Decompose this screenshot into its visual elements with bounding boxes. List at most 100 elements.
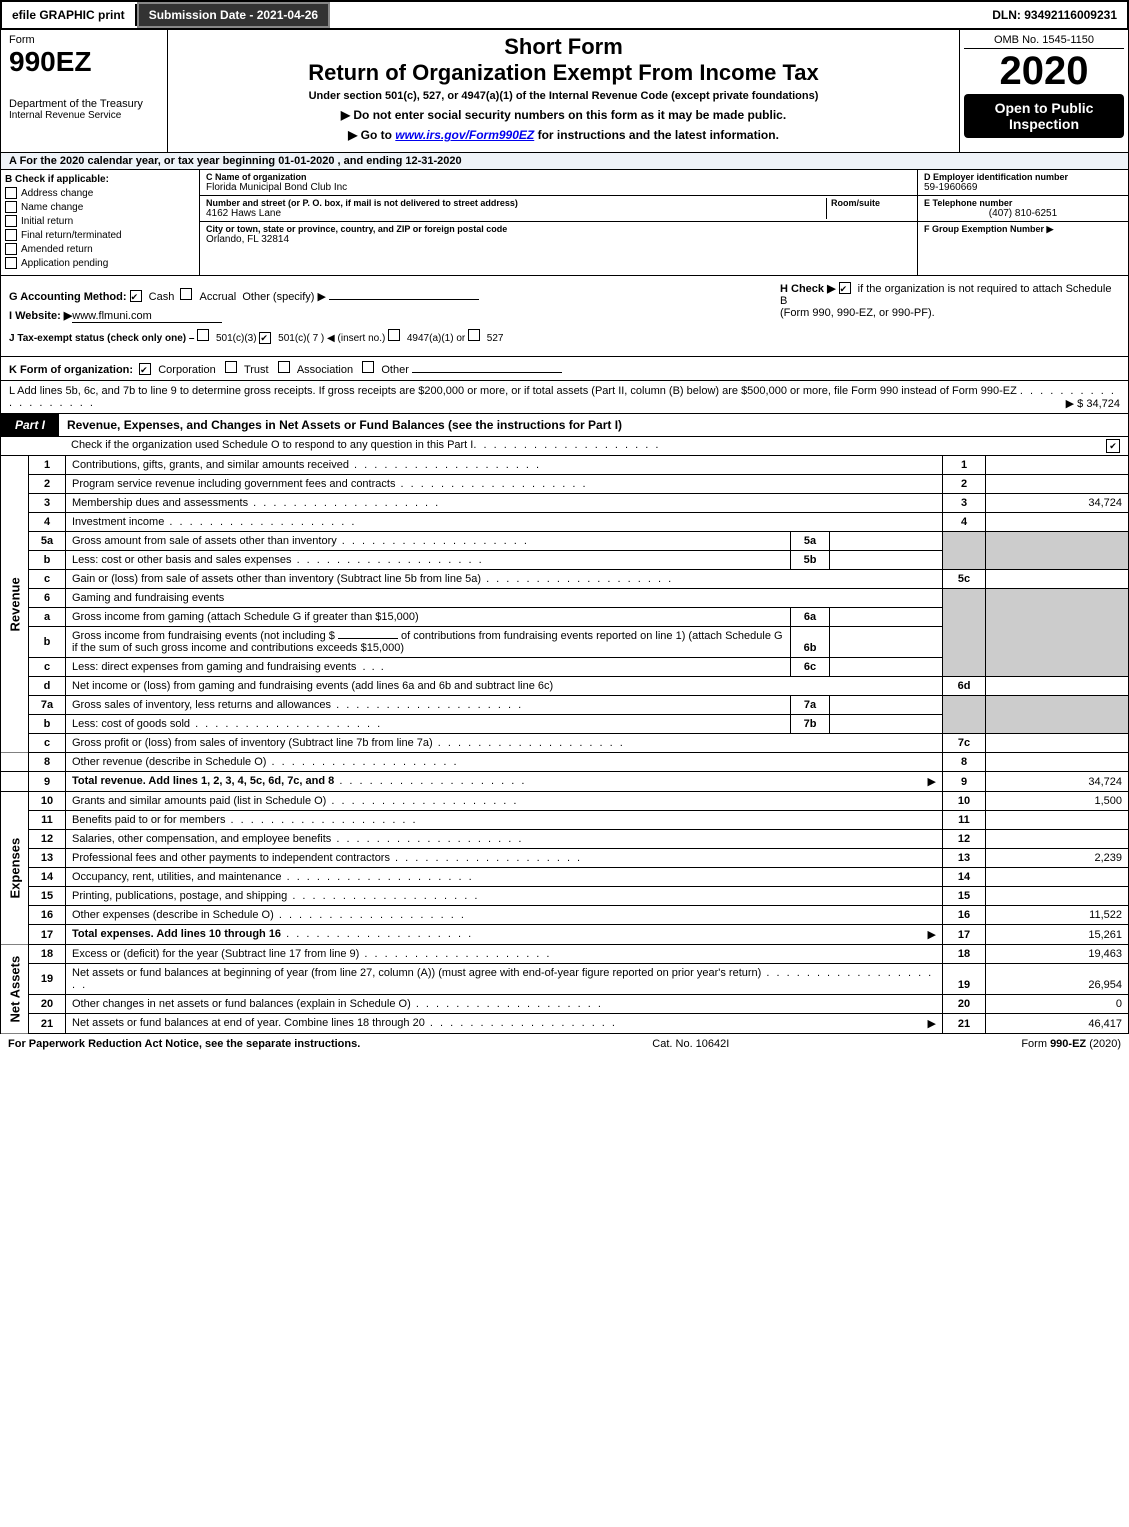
check-association[interactable] (278, 361, 290, 373)
check-cash[interactable] (130, 290, 142, 302)
group-label: F Group Exemption Number ▶ (924, 224, 1122, 235)
line-num: c (29, 570, 66, 589)
sub-num: 7b (791, 715, 830, 734)
line-text: Grants and similar amounts paid (list in… (66, 792, 943, 811)
table-row: 17 Total expenses. Add lines 10 through … (1, 925, 1129, 945)
check-schedule-o[interactable] (1106, 439, 1120, 453)
check-501c[interactable] (259, 332, 271, 344)
table-row: 5a Gross amount from sale of assets othe… (1, 532, 1129, 551)
table-row: 8 Other revenue (describe in Schedule O)… (1, 753, 1129, 772)
instruction-1: ▶ Do not enter social security numbers o… (176, 108, 951, 122)
check-initial-return[interactable]: Initial return (5, 215, 195, 227)
line-amount: 46,417 (986, 1014, 1129, 1034)
sub-amount (830, 658, 943, 677)
j-label: J Tax-exempt status (check only one) – (9, 333, 194, 344)
line-amount: 34,724 (986, 772, 1129, 792)
line-text: Net assets or fund balances at end of ye… (66, 1014, 943, 1034)
check-name-change[interactable]: Name change (5, 201, 195, 213)
check-amended-return[interactable]: Amended return (5, 243, 195, 255)
sub-amount (830, 608, 943, 627)
check-h[interactable] (839, 282, 851, 294)
line-g: G Accounting Method: Cash Accrual Other … (9, 288, 750, 303)
line-text: Gross income from fundraising events (no… (66, 627, 791, 658)
check-application-pending[interactable]: Application pending (5, 257, 195, 269)
line-ref: 13 (943, 849, 986, 868)
check-527[interactable] (468, 329, 480, 341)
line-num: 20 (29, 995, 66, 1014)
check-corporation[interactable] (139, 363, 151, 375)
ein-value: 59-1960669 (924, 182, 1122, 193)
line-ref: 2 (943, 475, 986, 494)
city-value: Orlando, FL 32814 (206, 234, 911, 245)
submission-date-button[interactable]: Submission Date - 2021-04-26 (137, 2, 330, 28)
header-center: Short Form Return of Organization Exempt… (168, 30, 960, 152)
line-ref: 10 (943, 792, 986, 811)
line-text: Gross sales of inventory, less returns a… (66, 696, 791, 715)
expenses-table: Expenses 10 Grants and similar amounts p… (0, 792, 1129, 945)
header-left: Form 990EZ Department of the Treasury In… (1, 30, 168, 152)
grey-cell (943, 696, 986, 734)
check-accrual[interactable] (180, 288, 192, 300)
l-text: L Add lines 5b, 6c, and 7b to line 9 to … (9, 385, 1017, 397)
line-amount (986, 830, 1129, 849)
efile-button[interactable]: efile GRAPHIC print (2, 4, 137, 26)
revenue-table: Revenue 1 Contributions, gifts, grants, … (0, 456, 1129, 792)
k-other-field[interactable] (412, 372, 562, 373)
line-num: 14 (29, 868, 66, 887)
arrow-icon: ▶ (928, 775, 936, 788)
org-name-value: Florida Municipal Bond Club Inc (206, 182, 911, 193)
j-opt-2: 501(c)( 7 ) ◀ (insert no.) (278, 333, 385, 344)
line-ref: 8 (943, 753, 986, 772)
top-bar-left: efile GRAPHIC print Submission Date - 20… (2, 2, 330, 28)
org-name-cell: C Name of organization Florida Municipal… (200, 170, 917, 196)
check-final-return[interactable]: Final return/terminated (5, 229, 195, 241)
check-501c3[interactable] (197, 329, 209, 341)
street-value: 4162 Haws Lane (206, 208, 826, 219)
line-ref: 3 (943, 494, 986, 513)
check-4947[interactable] (388, 329, 400, 341)
line-amount: 11,522 (986, 906, 1129, 925)
footer-center: Cat. No. 10642I (652, 1038, 729, 1050)
netassets-side-label: Net Assets (1, 945, 29, 1034)
line-amount (986, 811, 1129, 830)
check-address-change[interactable]: Address change (5, 187, 195, 199)
line-num: 2 (29, 475, 66, 494)
room-label: Room/suite (831, 198, 911, 208)
header-right: OMB No. 1545-1150 2020 Open to Public In… (960, 30, 1128, 152)
check-label: Application pending (21, 258, 108, 269)
line-text: Net assets or fund balances at beginning… (66, 964, 943, 995)
check-trust[interactable] (225, 361, 237, 373)
j-opt-1: 501(c)(3) (216, 333, 257, 344)
line-text: Less: direct expenses from gaming and fu… (66, 658, 791, 677)
line-text: Gross profit or (loss) from sales of inv… (66, 734, 943, 753)
column-c: C Name of organization Florida Municipal… (200, 170, 918, 275)
line-num: c (29, 658, 66, 677)
cash-label: Cash (149, 291, 175, 303)
column-def: D Employer identification number 59-1960… (918, 170, 1128, 275)
check-label: Address change (21, 188, 93, 199)
table-row: Net Assets 18 Excess or (deficit) for th… (1, 945, 1129, 964)
line-text: Gain or (loss) from sale of assets other… (66, 570, 943, 589)
line-num: b (29, 627, 66, 658)
irs-link[interactable]: www.irs.gov/Form990EZ (395, 128, 534, 142)
table-row: 19 Net assets or fund balances at beginn… (1, 964, 1129, 995)
org-name-label: C Name of organization (206, 172, 911, 182)
other-specify-field[interactable] (329, 299, 479, 300)
part-1-title: Revenue, Expenses, and Changes in Net As… (59, 414, 630, 436)
form-word: Form (9, 34, 159, 46)
table-row: 15 Printing, publications, postage, and … (1, 887, 1129, 906)
check-other[interactable] (362, 361, 374, 373)
k-assoc: Association (297, 364, 353, 376)
k-trust: Trust (244, 364, 269, 376)
line-num: 15 (29, 887, 66, 906)
line-text: Occupancy, rent, utilities, and maintena… (66, 868, 943, 887)
website-value[interactable]: www.flmuni.com (72, 310, 222, 323)
table-row: 9 Total revenue. Add lines 1, 2, 3, 4, 5… (1, 772, 1129, 792)
grey-cell (943, 532, 986, 570)
top-bar: efile GRAPHIC print Submission Date - 20… (0, 0, 1129, 30)
line-num: 17 (29, 925, 66, 945)
sub-amount (830, 532, 943, 551)
tax-year: 2020 (964, 49, 1124, 94)
accrual-label: Accrual (200, 291, 237, 303)
return-title: Return of Organization Exempt From Incom… (176, 60, 951, 86)
